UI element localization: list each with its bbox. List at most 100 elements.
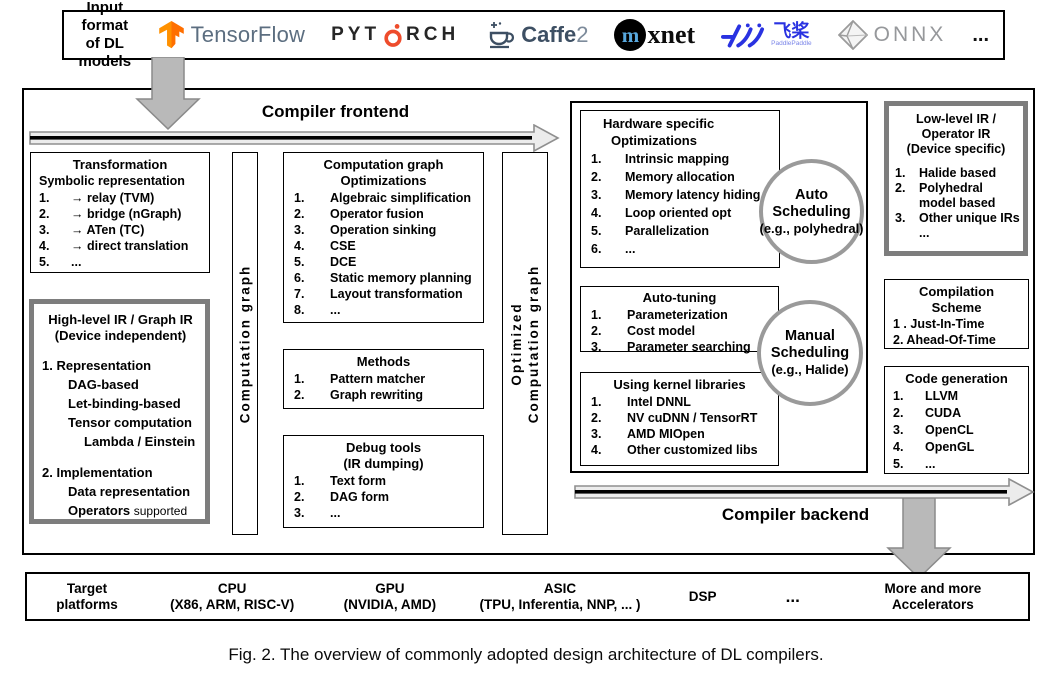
list-item: Polyhedral model based xyxy=(895,181,996,210)
methods-title: Methods xyxy=(356,354,411,369)
kernel-libraries-title: Using kernel libraries xyxy=(613,377,746,392)
list-item: Loop oriented opt xyxy=(591,204,732,222)
list-item: Algebraic simplification xyxy=(294,190,472,206)
platform-accelerators: More and more Accelerators xyxy=(838,581,1028,613)
low-level-ir-subtitle: (Device specific) xyxy=(906,142,1006,156)
list-item: Cost model xyxy=(591,323,696,339)
list-item: Graph rewriting xyxy=(294,387,424,403)
list-item: Tensor computation xyxy=(68,415,192,430)
manual-scheduling-line2: Scheduling xyxy=(770,345,850,361)
list-item: DCE xyxy=(294,254,357,270)
input-format-label-line1: Input format xyxy=(81,0,129,34)
list-item: DAG form xyxy=(294,489,390,505)
list-item: Static memory planning xyxy=(294,270,472,286)
auto-tuning-box: Auto-tuning Parameterization Cost model … xyxy=(580,286,779,355)
caffe2-wordmark: Caffe xyxy=(521,22,577,47)
list-item: Operation sinking xyxy=(294,222,437,238)
graph-optimizations-list: Algebraic simplification Operator fusion… xyxy=(284,190,483,318)
paddlepaddle-cn-wordmark: 飞桨 xyxy=(773,21,810,42)
high-level-ir-subtitle: (Device independent) xyxy=(54,328,187,343)
manual-scheduling-line1: Manual xyxy=(785,328,835,344)
paddlepaddle-sub-wordmark: PaddlePaddle xyxy=(771,40,812,48)
list-item: Data representation xyxy=(68,484,191,499)
list-item: Pattern matcher xyxy=(294,371,426,387)
strip-label-line2: Computation graph xyxy=(526,264,541,423)
platform-line: (X86, ARM, RISC-V) xyxy=(170,596,295,612)
low-level-ir-box: Low-level IR / Operator IR (Device speci… xyxy=(884,101,1028,256)
high-level-ir-box: High-level IR / Graph IR (Device indepen… xyxy=(29,299,210,524)
list-item: DAG-based xyxy=(68,377,139,392)
high-level-ir-title: High-level IR / Graph IR xyxy=(48,312,193,327)
onnx-logo: ONNX xyxy=(837,20,947,50)
list-item: → ATen (TC) xyxy=(39,222,145,238)
list-item: OpenGL xyxy=(893,439,975,456)
pytorch-wordmark-left: PYT xyxy=(331,24,381,45)
platform-line: (NVIDIA, AMD) xyxy=(343,596,437,612)
manual-scheduling-line3: (e.g., Halide) xyxy=(771,362,849,377)
down-arrow-icon xyxy=(135,57,201,131)
onnx-icon xyxy=(837,20,868,50)
list-item: AMD MIOpen xyxy=(591,426,705,442)
auto-scheduling-line1: Auto xyxy=(794,186,828,203)
supported-word: supported xyxy=(133,504,188,518)
list-item: CSE xyxy=(294,238,356,254)
down-arrow-icon xyxy=(886,498,952,580)
caffe2-logo: Caffe2 xyxy=(485,20,588,50)
pytorch-logo: PYT RCH xyxy=(331,22,459,49)
list-item: Intel DNNL xyxy=(591,394,691,410)
kernel-libraries-list: Intel DNNL NV cuDNN / TensorRT AMD MIOpe… xyxy=(581,394,778,458)
hardware-optimizations-title-line2: Optimizations xyxy=(611,133,697,148)
methods-list: Pattern matcher Graph rewriting xyxy=(284,371,483,403)
compiler-backend-label: Compiler backend xyxy=(721,505,870,524)
input-format-label: Input format of DL models xyxy=(78,0,132,71)
input-formats-bar: Input format of DL models TensorFlow PYT… xyxy=(62,0,1005,70)
platform-cpu: CPU (X86, ARM, RISC-V) xyxy=(147,581,317,613)
platform-gpu: GPU (NVIDIA, AMD) xyxy=(317,581,462,613)
code-generation-box: Code generation LLVM CUDA OpenCL OpenGL … xyxy=(884,366,1029,474)
list-item: Memory allocation xyxy=(591,168,735,186)
list-item: 2. Ahead-Of-Time xyxy=(893,333,996,347)
list-item: → relay (TVM) xyxy=(39,190,155,206)
list-item: 1 . Just-In-Time xyxy=(893,317,985,331)
mxnet-wordmark: xnet xyxy=(647,20,696,49)
target-platforms-label: Target platforms xyxy=(27,581,147,613)
onnx-wordmark: ONNX xyxy=(873,23,947,46)
computation-graph-strip: Computation graph xyxy=(232,152,258,535)
platform-line: platforms xyxy=(56,596,118,612)
platform-dsp: DSP xyxy=(658,589,748,605)
transformation-subtitle: Symbolic representation xyxy=(39,174,185,188)
transformation-title: Transformation xyxy=(72,157,168,172)
list-item: ... xyxy=(294,302,341,318)
methods-box: Methods Pattern matcher Graph rewriting xyxy=(283,349,484,409)
list-item: ... xyxy=(591,240,636,258)
tensorflow-wordmark: TensorFlow xyxy=(190,22,306,47)
list-item: Parallelization xyxy=(591,222,710,240)
manual-scheduling-circle: Manual Scheduling (e.g., Halide) xyxy=(757,300,863,406)
figure-caption: Fig. 2. The overview of commonly adopted… xyxy=(228,645,824,664)
caffe2-number: 2 xyxy=(576,22,589,47)
list-item: Intrinsic mapping xyxy=(591,150,730,168)
list-item: Other customized libs xyxy=(591,442,758,458)
platform-line: ASIC xyxy=(543,580,577,596)
platform-asic: ASIC (TPU, Inferentia, NNP, ... ) xyxy=(462,581,657,613)
backend-flow-arrow-icon xyxy=(574,478,1035,506)
platform-line: (TPU, Inferentia, NNP, ... ) xyxy=(479,596,641,612)
implementation-heading: 2. Implementation xyxy=(42,465,153,480)
compilation-scheme-title-line2: Scheme xyxy=(931,300,982,315)
debug-tools-title-line1: Debug tools xyxy=(345,440,422,455)
pytorch-wordmark-right: RCH xyxy=(406,24,460,45)
platform-line: Target xyxy=(66,580,108,596)
debug-tools-box: Debug tools (IR dumping) Text form DAG f… xyxy=(283,435,484,528)
platform-ellipsis: ... xyxy=(748,588,838,605)
list-item: → bridge (nGraph) xyxy=(39,206,182,222)
low-level-ir-title-line1: Low-level IR / xyxy=(916,112,996,126)
low-level-ir-title-line2: Operator IR xyxy=(921,127,991,141)
auto-scheduling-line3: (e.g., polyhedral) xyxy=(759,220,864,236)
paddlepaddle-logo: 飞桨 PaddlePaddle xyxy=(721,21,812,48)
graph-optimizations-title-line1: Computation graph xyxy=(323,157,444,172)
platform-line: CPU xyxy=(217,580,247,596)
kernel-libraries-box: Using kernel libraries Intel DNNL NV cuD… xyxy=(580,372,779,466)
list-item: ... xyxy=(893,456,936,473)
platform-line: DSP xyxy=(688,588,717,604)
list-item: Operator fusion xyxy=(294,206,424,222)
